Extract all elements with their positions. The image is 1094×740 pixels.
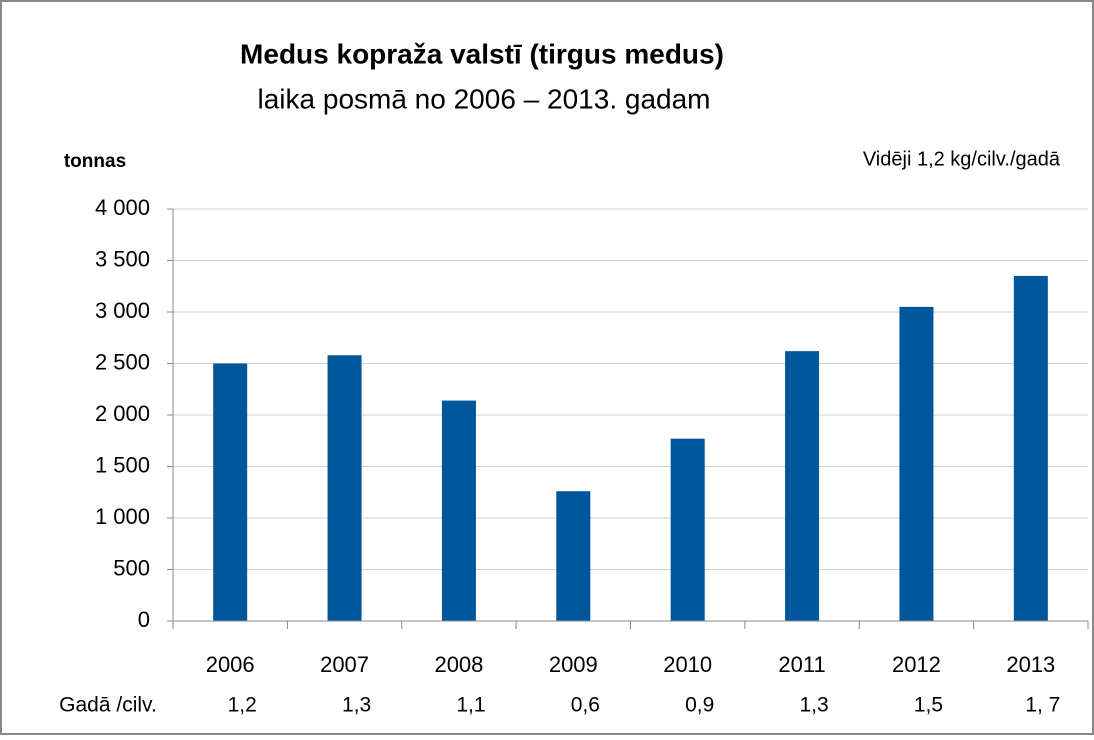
y-tick-label: 1 000 — [95, 504, 150, 529]
x-tick-label: 2010 — [663, 652, 712, 677]
y-tick-label: 4 000 — [95, 195, 150, 220]
per-capita-label: Gadā /cilv. — [59, 694, 157, 717]
x-tick-label: 2012 — [892, 652, 941, 677]
y-tick-label: 2 000 — [95, 401, 150, 426]
y-tick-label: 0 — [138, 607, 150, 632]
y-axis-label: tonnas — [64, 151, 126, 172]
bar — [556, 491, 591, 621]
y-tick-label: 2 500 — [95, 349, 150, 374]
chart-subtitle: laika posmā no 2006 – 2013. gadam — [258, 83, 711, 114]
y-tick-label: 3 500 — [95, 246, 150, 271]
per-capita-value: 0,6 — [571, 694, 600, 717]
y-tick-label: 1 500 — [95, 452, 150, 477]
bar — [899, 306, 934, 621]
annotation: Vidēji 1,2 kg/cilv./gadā — [863, 148, 1061, 170]
per-capita-value: 1,5 — [914, 694, 943, 717]
bar — [1013, 275, 1048, 621]
per-capita-value: 1, 7 — [1025, 694, 1060, 717]
bar — [785, 351, 820, 621]
x-tick-label: 2008 — [434, 652, 483, 677]
per-capita-value: 0,9 — [685, 694, 714, 717]
bar — [441, 400, 476, 621]
bar — [213, 363, 248, 621]
y-tick-label: 3 000 — [95, 298, 150, 323]
y-tick-label: 500 — [113, 555, 150, 580]
per-capita-value: 1,3 — [342, 694, 371, 717]
x-tick-label: 2011 — [778, 652, 825, 677]
bar — [670, 438, 705, 621]
x-tick-label: 2013 — [1006, 652, 1055, 677]
chart-title: Medus kopraža valstī (tirgus medus) — [240, 38, 724, 69]
bar — [327, 355, 362, 621]
x-tick-label: 2006 — [206, 652, 255, 677]
per-capita-value: 1,3 — [799, 694, 828, 717]
per-capita-value: 1,1 — [456, 694, 485, 717]
x-tick-label: 2007 — [320, 652, 369, 677]
per-capita-value: 1,2 — [228, 694, 257, 717]
x-tick-label: 2009 — [549, 652, 598, 677]
